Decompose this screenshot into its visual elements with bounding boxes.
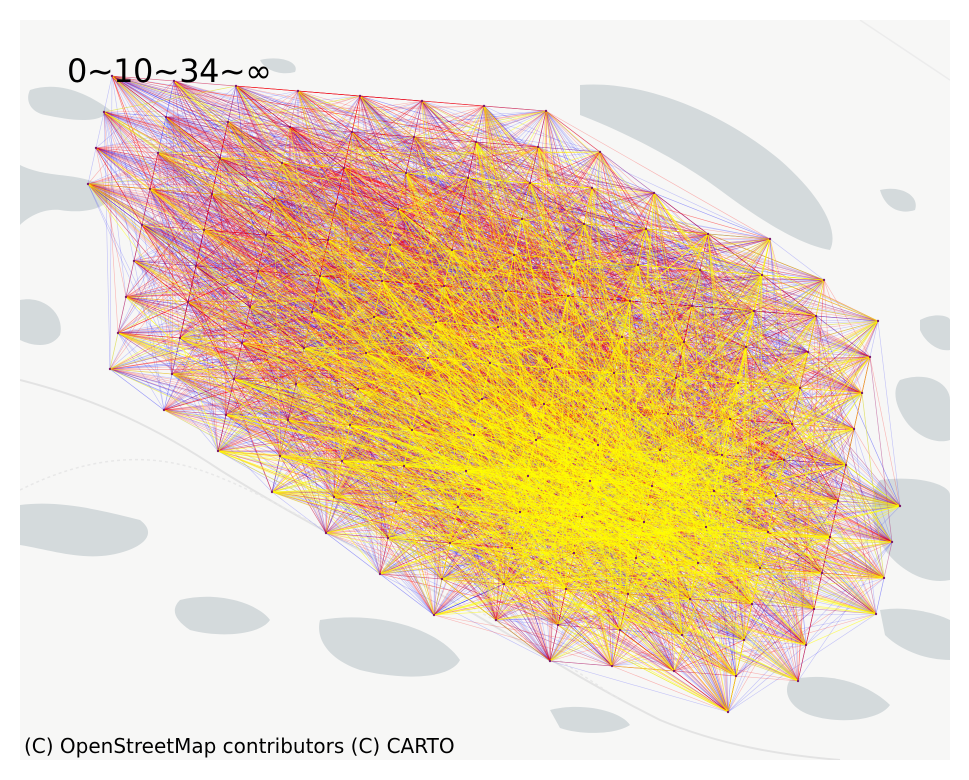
lake-shape <box>20 299 61 345</box>
map-canvas[interactable] <box>20 20 950 760</box>
lake-shape <box>20 165 111 225</box>
lake-shape <box>319 617 460 677</box>
lake-shape <box>550 706 630 733</box>
map-attribution: (C) OpenStreetMap contributors (C) CARTO <box>24 734 455 758</box>
road-line <box>20 379 841 760</box>
lake-shape <box>786 676 890 721</box>
lake-shape <box>920 315 950 351</box>
lake-shape <box>260 58 296 74</box>
lake-shape <box>174 596 270 635</box>
lake-shape <box>880 608 950 660</box>
road-line <box>20 458 621 701</box>
legend-label: 0~10~34~∞ <box>67 52 272 90</box>
map-frame[interactable]: 0~10~34~∞ (C) OpenStreetMap contributors… <box>20 20 950 760</box>
lake-shape <box>580 84 833 251</box>
lake-shape <box>20 503 149 557</box>
road-line <box>859 20 950 81</box>
od-line-network <box>86 74 902 714</box>
lake-shape <box>895 376 950 442</box>
lake-shape <box>880 188 916 212</box>
lake-shape <box>28 86 110 120</box>
